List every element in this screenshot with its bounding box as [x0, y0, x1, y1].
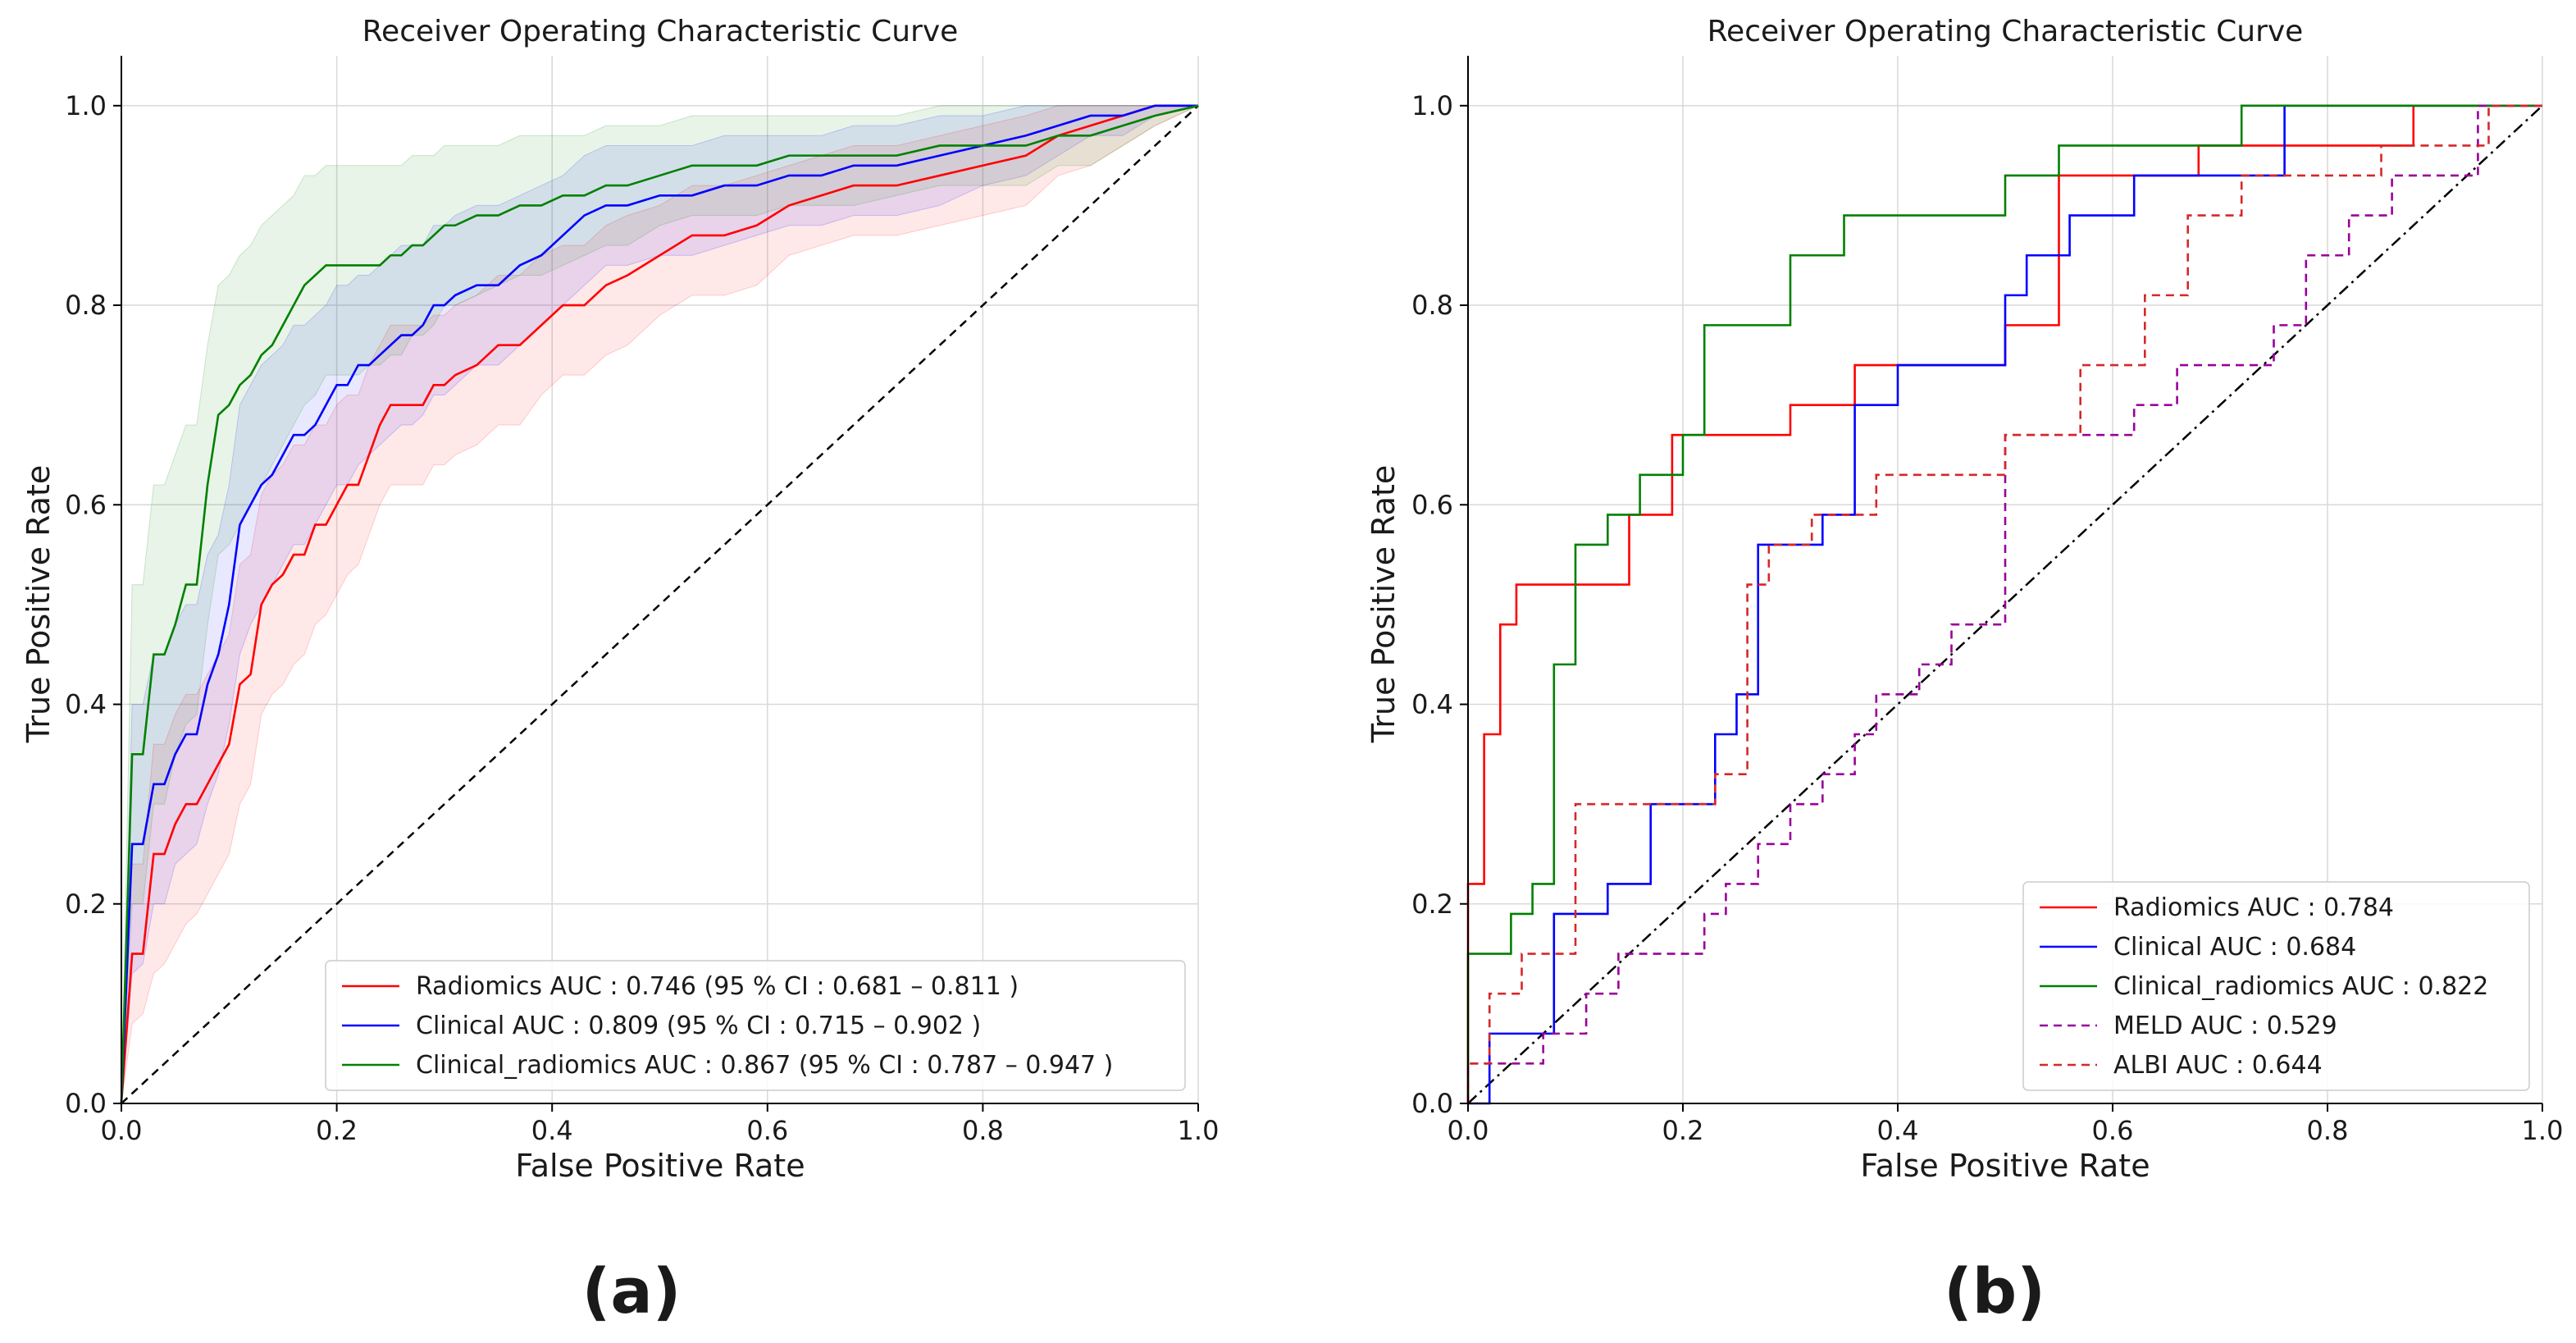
x-tick-label: 0.6	[2092, 1115, 2134, 1146]
roc-line-series-4	[1466, 104, 2542, 1103]
x-tick-label: 0.4	[531, 1115, 573, 1146]
x-tick-label: 0.8	[962, 1115, 1004, 1146]
x-axis-label: False Positive Rate	[515, 1148, 805, 1184]
roc-line-series-1	[1468, 104, 2542, 1105]
chart-title: Receiver Operating Characteristic Curve	[1707, 15, 2304, 48]
legend-entry-label: Clinical AUC : 0.684	[2113, 933, 2356, 962]
chart-panel-b: 0.0 0.2 0.4 0.6 0.8 1.0 0.0 0.2 0.4 0.6 0.8 1.0 Rec…	[1366, 15, 2563, 1327]
roc-line-series-0	[120, 104, 1198, 1104]
axes: 0.0 0.2 0.4 0.6 0.8 1.0 0.0 0.2 0.4 0.6 0.8 1.0	[1411, 56, 2563, 1146]
y-tick-label: 0.2	[65, 888, 107, 920]
y-tick-label: 0.0	[65, 1088, 107, 1119]
roc-line-series-2	[120, 104, 1199, 1104]
x-tick-label: 1.0	[1178, 1115, 1220, 1146]
x-tick-label: 0.8	[2307, 1115, 2349, 1146]
x-tick-label: 0.6	[746, 1115, 788, 1146]
x-tick-label: 0.0	[1448, 1115, 1489, 1146]
y-tick-label: 1.0	[1411, 90, 1453, 121]
legend-entry-label: Clinical_radiomics AUC : 0.822	[2113, 972, 2488, 1001]
reference-diagonal	[121, 104, 1199, 1104]
y-tick-label: 0.4	[65, 689, 107, 720]
x-tick-label: 0.2	[316, 1115, 358, 1146]
grid	[121, 56, 1199, 1104]
legend-entry-label: Radiomics AUC : 0.746 (95 % CI : 0.681 –…	[416, 972, 1019, 1001]
chance-line	[121, 104, 1199, 1104]
x-tick-label: 0.0	[101, 1115, 143, 1146]
y-tick-label: 1.0	[65, 90, 107, 121]
y-tick-label: 0.8	[1411, 290, 1453, 321]
y-tick-label: 0.4	[1411, 689, 1453, 720]
legend-entry-label: Clinical_radiomics AUC : 0.867 (95 % CI …	[416, 1051, 1113, 1080]
reference-diagonal	[1467, 104, 2543, 1104]
x-axis-label: False Positive Rate	[1860, 1148, 2150, 1184]
legend: Radiomics AUC : 0.746 (95 % CI : 0.681 –…	[325, 960, 1186, 1091]
y-tick-label: 0.8	[65, 290, 107, 321]
roc-lines	[120, 104, 1199, 1104]
chart-panel-a: 0.0 0.2 0.4 0.6 0.8 1.0 0.0 0.2 0.4 0.6 0.8 1.0 Rec…	[21, 15, 1219, 1327]
axes: 0.0 0.2 0.4 0.6 0.8 1.0 0.0 0.2 0.4 0.6 0.8 1.0	[65, 56, 1219, 1146]
legend-entry-label: Clinical AUC : 0.809 (95 % CI : 0.715 – …	[416, 1012, 981, 1040]
roc-line-series-1	[120, 104, 1198, 1104]
y-axis-label: True Positive Rate	[1366, 465, 1402, 744]
y-tick-label: 0.0	[1411, 1088, 1453, 1119]
panel-label: (b)	[1944, 1254, 2045, 1327]
legend-box	[325, 960, 1186, 1091]
chance-line	[1467, 104, 2543, 1104]
legend-entry-label: MELD AUC : 0.529	[2113, 1012, 2337, 1040]
x-tick-label: 0.4	[1877, 1115, 1919, 1146]
legend-box	[2022, 881, 2530, 1091]
roc-line-series-3	[1466, 104, 2542, 1103]
legend-entry-label: ALBI AUC : 0.644	[2113, 1051, 2323, 1080]
x-tick-label: 0.2	[1662, 1115, 1704, 1146]
y-tick-label: 0.6	[65, 489, 107, 520]
legend: Radiomics AUC : 0.784 Clinical AUC : 0.68…	[2022, 881, 2530, 1091]
y-tick-label: 0.2	[1411, 888, 1453, 920]
roc-lines	[1466, 104, 2542, 1105]
legend-entry-label: Radiomics AUC : 0.784	[2113, 893, 2394, 922]
y-axis-label: True Positive Rate	[21, 465, 57, 744]
roc-line-series-2	[1466, 104, 2542, 1103]
panel-label: (a)	[582, 1254, 682, 1327]
x-tick-label: 1.0	[2522, 1115, 2564, 1146]
y-tick-label: 0.6	[1411, 489, 1453, 520]
chart-title: Receiver Operating Characteristic Curve	[362, 15, 959, 48]
